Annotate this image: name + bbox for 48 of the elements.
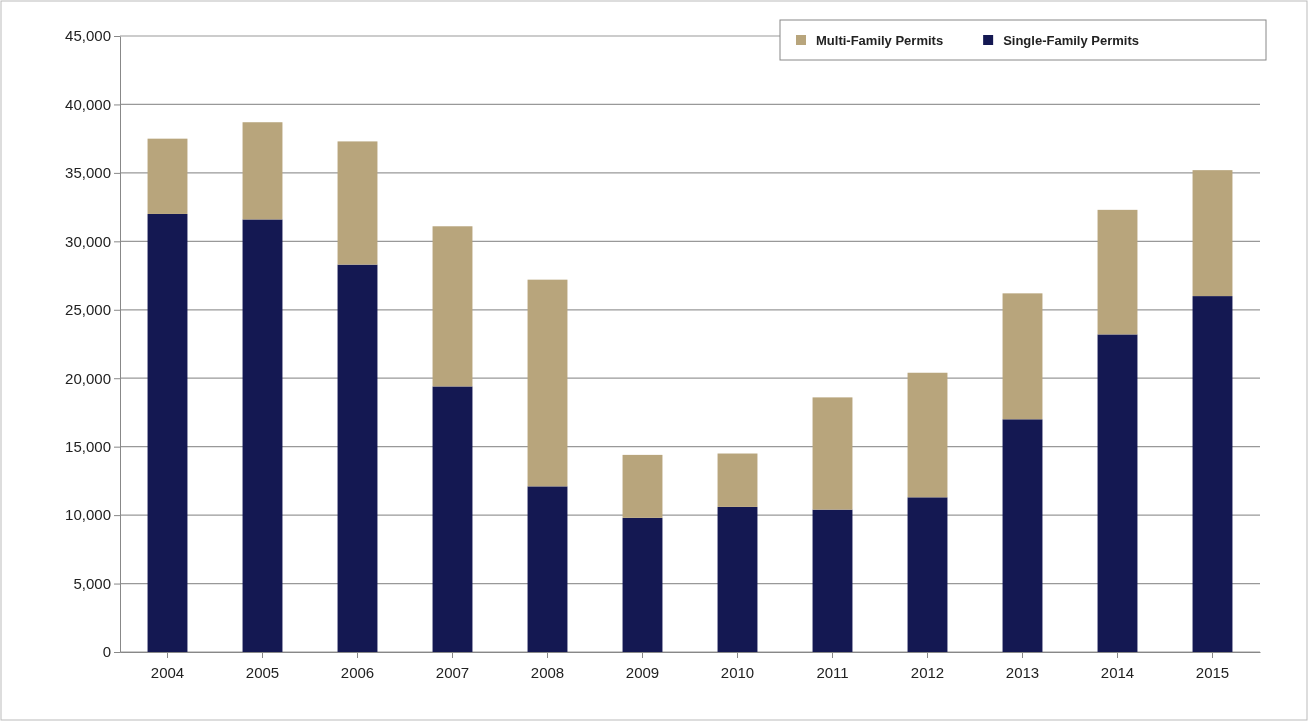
bar: [147, 213, 188, 652]
bar: [907, 372, 948, 498]
bar: [432, 386, 473, 652]
y-tick-label: 40,000: [65, 95, 111, 113]
y-tick-label: 15,000: [65, 437, 111, 455]
bar: [622, 517, 663, 652]
bar: [717, 453, 758, 507]
bar: [242, 122, 283, 220]
y-tick-label: 0: [102, 643, 111, 661]
bar: [622, 454, 663, 518]
bar: [1192, 296, 1233, 652]
x-tick-label: 2012: [910, 663, 945, 681]
bar: [907, 497, 948, 652]
legend-label: Single-Family Permits: [1003, 33, 1139, 48]
x-tick-label: 2006: [340, 663, 375, 681]
x-tick-label: 2010: [720, 663, 755, 681]
x-tick-label: 2008: [530, 663, 565, 681]
y-tick-label: 20,000: [65, 369, 111, 387]
bar: [337, 264, 378, 652]
bar: [527, 486, 568, 652]
bar: [527, 279, 568, 487]
x-tick-label: 2013: [1005, 663, 1040, 681]
y-tick-label: 45,000: [65, 27, 111, 45]
y-tick-label: 35,000: [65, 164, 111, 182]
bar: [1002, 419, 1043, 652]
legend-label: Multi-Family Permits: [816, 33, 944, 48]
bar: [1192, 170, 1233, 297]
x-tick-label: 2015: [1195, 663, 1230, 681]
y-tick-label: 25,000: [65, 301, 111, 319]
bar: [717, 506, 758, 652]
x-tick-label: 2004: [150, 663, 185, 681]
bar: [1002, 293, 1043, 420]
bar: [147, 138, 188, 214]
x-tick-label: 2014: [1100, 663, 1135, 681]
bar: [242, 219, 283, 652]
bar: [812, 509, 853, 652]
x-tick-label: 2009: [625, 663, 660, 681]
y-tick-label: 30,000: [65, 232, 111, 250]
x-tick-label: 2005: [245, 663, 280, 681]
bar: [432, 226, 473, 387]
y-tick-label: 10,000: [65, 506, 111, 524]
x-tick-label: 2007: [435, 663, 470, 681]
bar: [812, 397, 853, 510]
bar: [1097, 334, 1138, 652]
bar: [1097, 209, 1138, 335]
y-tick-label: 5,000: [73, 574, 111, 592]
bar: [337, 141, 378, 265]
x-tick-label: 2011: [816, 663, 849, 681]
